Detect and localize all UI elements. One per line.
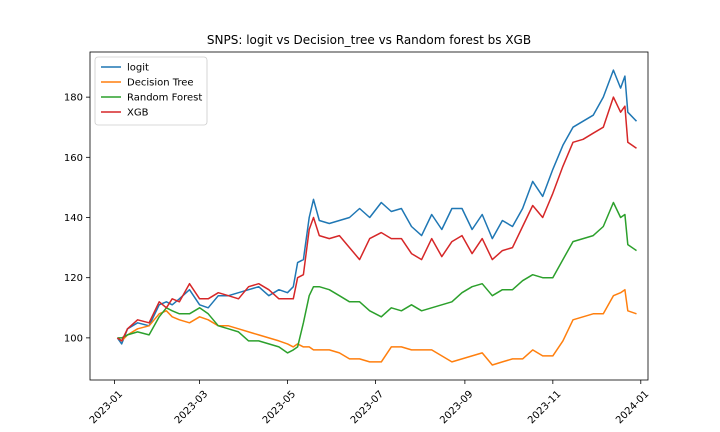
plot-frame bbox=[89, 51, 649, 381]
legend-label: logit bbox=[127, 63, 149, 74]
y-axis: 100 120 140 160 180 bbox=[64, 93, 90, 344]
y-tick-label: 100 bbox=[64, 333, 83, 344]
series-line-1 bbox=[116, 288, 637, 366]
legend-box bbox=[94, 56, 208, 126]
x-tick-label: 2023-03 bbox=[173, 389, 210, 426]
x-tick-label: 2023-11 bbox=[526, 389, 563, 426]
x-tick-label: 2024-01 bbox=[614, 389, 651, 426]
y-tick-label: 180 bbox=[64, 93, 83, 104]
series-line-0 bbox=[116, 69, 638, 345]
x-axis: 2023-01 2023-03 2023-05 2023-07 2023-09 2023-… bbox=[88, 380, 651, 426]
series-line-2 bbox=[117, 201, 637, 354]
chart-title: SNPS: logit vs Decision_tree vs Random f… bbox=[207, 33, 531, 47]
legend-label: Decision Tree bbox=[127, 78, 194, 89]
y-tick-label: 160 bbox=[64, 153, 83, 164]
legend-label: XGB bbox=[127, 108, 149, 119]
y-tick-label: 120 bbox=[64, 273, 83, 284]
series-layer bbox=[116, 69, 638, 366]
x-tick-label: 2023-05 bbox=[261, 389, 298, 426]
legend: logit Decision Tree Random Forest XGB bbox=[94, 56, 208, 126]
x-tick-label: 2023-09 bbox=[438, 389, 475, 426]
series-line-3 bbox=[116, 96, 637, 342]
y-tick-label: 140 bbox=[64, 213, 83, 224]
legend-label: Random Forest bbox=[127, 93, 202, 104]
x-tick-label: 2023-01 bbox=[88, 389, 125, 426]
x-tick-label: 2023-07 bbox=[349, 389, 386, 426]
